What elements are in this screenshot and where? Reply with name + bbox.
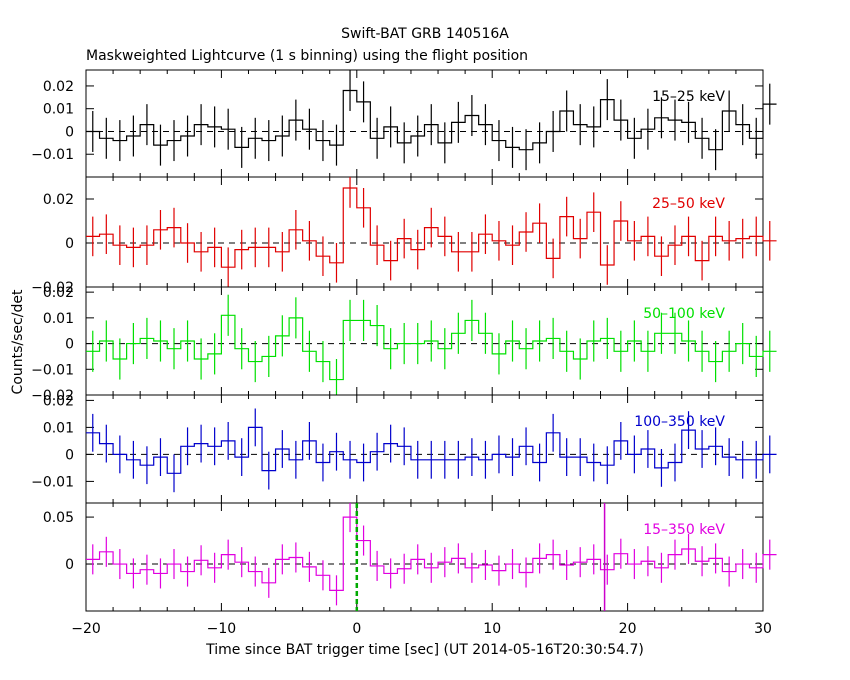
y-tick-label: 0 bbox=[65, 236, 74, 252]
x-axis-label: Time since BAT trigger time [sec] (UT 20… bbox=[205, 642, 644, 658]
band-label: 15–350 keV bbox=[643, 522, 725, 538]
x-tick-label: 0 bbox=[352, 621, 361, 637]
y-tick-label: 0.01 bbox=[43, 102, 74, 118]
y-tick-label: 0.01 bbox=[43, 420, 74, 436]
y-tick-label: 0.02 bbox=[43, 285, 74, 301]
y-tick-label: 0.01 bbox=[43, 311, 74, 327]
y-tick-label: 0 bbox=[65, 557, 74, 573]
x-tick-label: −10 bbox=[207, 621, 237, 637]
y-tick-label: 0.02 bbox=[43, 393, 74, 409]
band-label: 15–25 keV bbox=[652, 89, 725, 105]
y-tick-label: −0.01 bbox=[31, 474, 74, 490]
y-tick-label: −0.01 bbox=[31, 147, 74, 163]
y-tick-label: 0 bbox=[65, 124, 74, 140]
chart-subtitle: Maskweighted Lightcurve (1 s binning) us… bbox=[86, 48, 528, 64]
band-label: 100–350 keV bbox=[634, 414, 725, 430]
y-tick-label: 0.05 bbox=[43, 510, 74, 526]
lightcurve-step bbox=[86, 426, 777, 474]
x-tick-label: 30 bbox=[754, 621, 772, 637]
y-tick-label: −0.02 bbox=[31, 388, 74, 404]
x-tick-label: 20 bbox=[619, 621, 637, 637]
x-tick-label: −20 bbox=[71, 621, 101, 637]
band-label: 50–100 keV bbox=[643, 306, 725, 322]
lightcurve-step bbox=[86, 314, 777, 381]
chart-title: Swift-BAT GRB 140516A bbox=[341, 26, 509, 42]
band-label: 25–50 keV bbox=[652, 196, 725, 212]
y-tick-label: 0.02 bbox=[43, 79, 74, 95]
x-tick-label: 10 bbox=[483, 621, 501, 637]
y-tick-label: −0.02 bbox=[31, 280, 74, 296]
y-tick-label: 0 bbox=[65, 447, 74, 463]
y-tick-label: −0.01 bbox=[31, 362, 74, 378]
y-axis-label: Counts/sec/det bbox=[10, 289, 26, 394]
y-tick-label: 0.02 bbox=[43, 192, 74, 208]
y-tick-label: 0 bbox=[65, 337, 74, 353]
